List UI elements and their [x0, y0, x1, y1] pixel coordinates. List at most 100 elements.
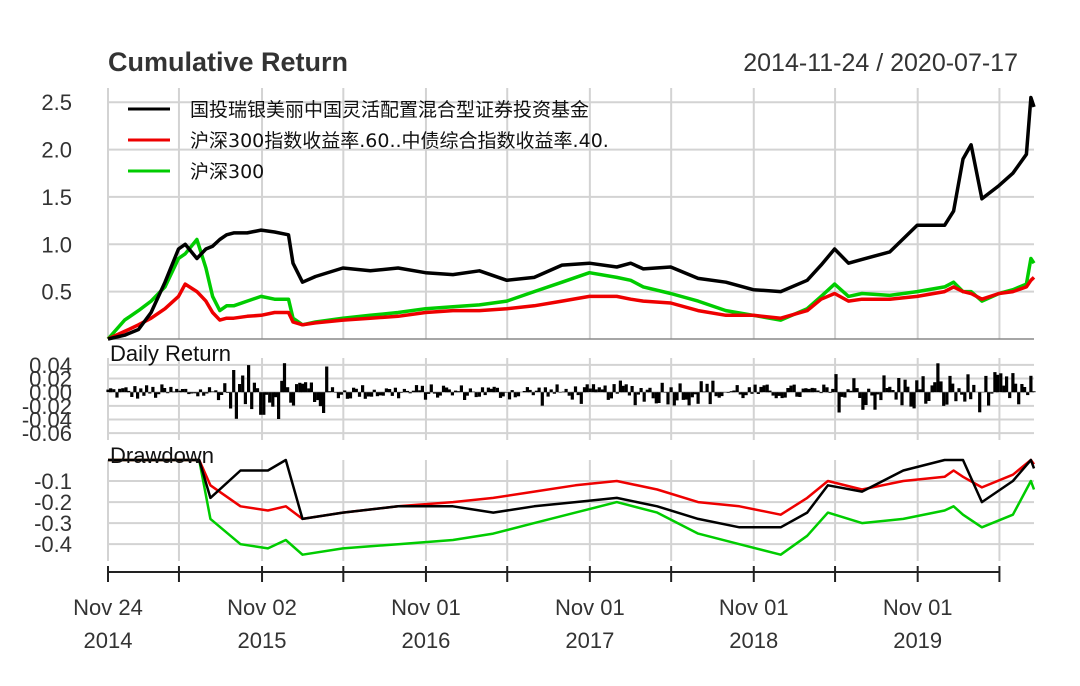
legend: 国投瑞银美丽中国灵活配置混合型证券投资基金 沪深300指数收益率.60..中债综… [128, 99, 609, 183]
daily-return-bar [996, 374, 1000, 393]
daily-return-bar [969, 392, 973, 400]
daily-return-bar [900, 392, 904, 406]
daily-return-bar [229, 392, 233, 409]
daily-return-bar [127, 390, 131, 393]
daily-return-bar [330, 387, 335, 393]
daily-return-bar [513, 392, 517, 398]
daily-return-bar [372, 389, 376, 393]
daily-return-bar [262, 392, 266, 415]
x-tick-year-3: 2017 [565, 628, 614, 653]
grid-lines [107, 88, 1034, 561]
daily-return-bar [384, 388, 388, 393]
daily-return-bar [336, 392, 340, 399]
daily-return-bar [223, 383, 227, 393]
daily-return-bar [768, 390, 772, 393]
daily-return-bar [252, 382, 256, 393]
daily-return-bar [516, 392, 521, 397]
daily-return-bar [295, 384, 299, 393]
daily-return-bar [531, 392, 535, 396]
daily-return-bar [933, 382, 937, 393]
panel-label-daily-return: Daily Return [110, 341, 231, 366]
daily-return-bar [852, 378, 856, 393]
daily-return-bar [822, 384, 826, 393]
daily-return-bar [702, 391, 706, 393]
daily-return-bar [142, 392, 146, 396]
y-tick-labels: 0.51.01.52.02.50.040.020.00-0.02-0.04-0.… [22, 90, 72, 557]
daily-return-bar [234, 392, 238, 419]
daily-return-bar [354, 388, 358, 393]
daily-return-bar [693, 392, 697, 395]
drawdown-line-0 [108, 458, 1036, 529]
daily-return-bar [708, 392, 712, 405]
daily-return-bar [1002, 385, 1006, 393]
daily-return-bar [405, 390, 410, 393]
daily-return-bar [987, 392, 991, 406]
daily-return-bar [570, 392, 574, 400]
daily-return-bar [495, 387, 499, 393]
daily-return-bar [603, 385, 607, 393]
daily-return-bar [432, 392, 437, 394]
daily-return-bar [891, 390, 895, 393]
daily-return-bar [207, 387, 212, 393]
daily-return-bar [198, 389, 203, 393]
daily-return-bar [537, 387, 541, 393]
daily-return-bar [576, 392, 580, 396]
daily-return-bar [423, 392, 428, 400]
daily-return-bar [549, 389, 553, 393]
daily-return-bar [352, 387, 356, 393]
daily-return-bar [361, 385, 365, 393]
daily-return-bar [282, 363, 287, 393]
daily-return-bar [597, 387, 601, 393]
daily-return-bar [642, 392, 646, 402]
daily-return-bar [169, 386, 173, 393]
legend-label-benchmark: 沪深300指数收益率.60..中债综合指数收益率.40. [190, 130, 609, 152]
x-tick-label-0: Nov 24 [73, 595, 143, 620]
daily-return-bar [705, 383, 709, 393]
daily-return-bar [918, 389, 922, 393]
daily-return-bar [585, 384, 589, 393]
date-range: 2014-11-24 / 2020-07-17 [743, 49, 1018, 77]
daily-return-bar [418, 390, 422, 393]
daily-return-bar [327, 391, 331, 393]
daily-return-bar [669, 387, 673, 393]
daily-return-bar [819, 392, 823, 394]
daily-return-bar [250, 392, 254, 410]
daily-return-bar [454, 390, 458, 393]
daily-return-bar [459, 385, 463, 393]
daily-return-bar [672, 392, 676, 406]
daily-return-bar [411, 390, 415, 393]
daily-return-bar [813, 388, 817, 393]
daily-return-bars [106, 363, 1036, 419]
daily-return-bar [582, 387, 587, 393]
daily-return-bar [879, 392, 883, 401]
daily-return-bar [124, 387, 128, 393]
daily-return-bar [172, 391, 176, 393]
daily-return-bar [654, 392, 658, 404]
daily-return-bar [187, 392, 191, 395]
daily-return-bar [429, 384, 433, 393]
daily-return-bar [510, 390, 514, 393]
daily-return-bar [657, 392, 661, 403]
daily-return-bar [447, 389, 451, 393]
daily-return-bar [343, 390, 347, 393]
daily-return-bar [397, 392, 401, 399]
legend-label-fund: 国投瑞银美丽中国灵活配置混合型证券投资基金 [190, 99, 589, 121]
daily-return-bar [507, 392, 512, 400]
daily-return-bar [963, 392, 967, 402]
daily-return-y-tick-label: 0.00 [29, 380, 72, 405]
daily-return-bar [684, 392, 688, 400]
daily-return-bar [232, 370, 236, 393]
daily-return-bar [130, 392, 134, 397]
daily-return-bar [798, 392, 802, 397]
daily-return-bar [189, 392, 194, 394]
daily-return-bar [906, 386, 910, 393]
daily-return-bar [600, 389, 604, 393]
daily-return-bar [978, 392, 982, 413]
daily-return-bar [211, 391, 215, 393]
daily-return-bar [528, 389, 532, 393]
daily-return-bar [699, 381, 703, 393]
daily-return-bar [445, 387, 449, 393]
daily-return-bar [178, 390, 182, 393]
daily-return-bar [726, 392, 730, 393]
daily-return-bar [984, 375, 988, 393]
